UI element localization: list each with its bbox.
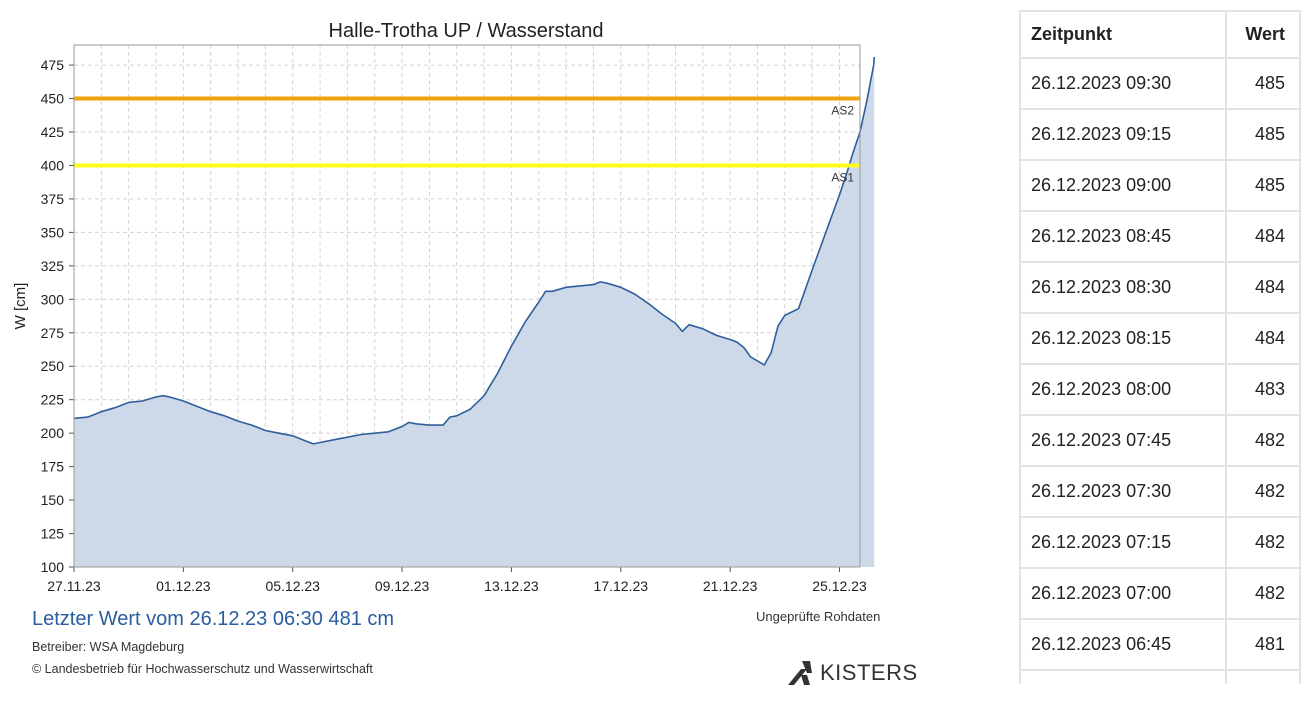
cell-value: 484: [1227, 314, 1301, 365]
y-tick-label: 125: [41, 526, 65, 542]
y-tick-label: 150: [41, 492, 65, 508]
cell-time: 26.12.2023 06:45: [1019, 620, 1227, 671]
table-row: 26.12.2023 09:00 485: [1019, 161, 1301, 212]
cell-value: 484: [1227, 263, 1301, 314]
y-tick-label: 475: [41, 57, 65, 73]
cell-value: 483: [1227, 365, 1301, 416]
y-tick-label: 175: [41, 459, 65, 475]
y-tick-label: 350: [41, 224, 65, 240]
y-axis-label: W [cm]: [12, 283, 29, 330]
copyright-text: © Landesbetrieb für Hochwasserschutz und…: [32, 662, 373, 676]
y-tick-label: 425: [41, 124, 65, 140]
plot-area: 100 125 150 175 200 225 250 275 300 325 350 375 400 4…: [41, 44, 875, 594]
cell-value: 485: [1227, 161, 1301, 212]
table-row: 26.12.2023 08:15 484: [1019, 314, 1301, 365]
table-row: 26.12.2023 09:15 485: [1019, 110, 1301, 161]
table-row: 26.12.2023 07:15 482: [1019, 518, 1301, 569]
cell-value: 484: [1227, 212, 1301, 263]
cell-time: 26.12.2023 09:00: [1019, 161, 1227, 212]
cell-time: 26.12.2023 08:45: [1019, 212, 1227, 263]
x-tick-label: 17.12.23: [594, 578, 649, 594]
water-level-chart: Halle-Trotha UP / Wasserstand 1001251501…: [12, 20, 875, 594]
threshold-label-as2: AS2: [831, 104, 854, 118]
cell-time: 26.12.2023 08:00: [1019, 365, 1227, 416]
cell-value: 482: [1227, 518, 1301, 569]
y-tick-label: 225: [41, 392, 65, 408]
y-tick-label: 200: [41, 425, 65, 441]
cell-time: 26.12.2023 07:45: [1019, 416, 1227, 467]
operator-text: Betreiber: WSA Magdeburg: [32, 640, 185, 654]
cell-value: 482: [1227, 467, 1301, 518]
cell-time: 26.12.2023 07:00: [1019, 569, 1227, 620]
y-tick-label: 100: [41, 559, 65, 575]
kisters-logo: KISTERS: [788, 660, 918, 686]
table-row: 26.12.2023 07:00 482: [1019, 569, 1301, 620]
y-tick-label: 250: [41, 358, 65, 374]
x-tick-label: 01.12.23: [156, 578, 211, 594]
kisters-mark-icon: [788, 661, 812, 685]
x-tick-label: 21.12.23: [703, 578, 758, 594]
cell-time: 26.12.2023 07:30: [1019, 467, 1227, 518]
raw-data-note: Ungeprüfte Rohdaten: [756, 609, 881, 624]
column-header-time: Zeitpunkt: [1019, 10, 1227, 59]
y-tick-label: 300: [41, 291, 65, 307]
latest-value-text: Letzter Wert vom 26.12.23 06:30 481 cm: [32, 608, 395, 630]
cell-time: 26.12.2023 09:15: [1019, 110, 1227, 161]
series-line: [73, 56, 875, 445]
table-row: 26.12.2023 08:00 483: [1019, 365, 1301, 416]
table-row: 26.12.2023 06:45 481: [1019, 620, 1301, 671]
series-area: [74, 57, 875, 567]
chart-panel: Halle-Trotha UP / Wasserstand 100 125 150 1…: [12, 20, 917, 685]
brand-name: KISTERS: [820, 660, 918, 685]
cell-value: 482: [1227, 416, 1301, 467]
cell-time: 26.12.2023 08:15: [1019, 314, 1227, 365]
table-row: 26.12.2023 09:30 485: [1019, 59, 1301, 110]
x-tick-label: 27.11.23: [47, 578, 101, 594]
cell-time: 26.12.2023 08:30: [1019, 263, 1227, 314]
table-row: [1019, 671, 1301, 684]
values-table: Zeitpunkt Wert 26.12.2023 09:30 485 26.12.…: [1019, 10, 1301, 684]
y-tick-label: 450: [41, 91, 65, 107]
cell-value: 481: [1227, 620, 1301, 671]
plot-frame: [73, 44, 861, 568]
threshold-label-as1: AS1: [831, 170, 854, 184]
cell-value: 485: [1227, 59, 1301, 110]
cell-time: 26.12.2023 07:15: [1019, 518, 1227, 569]
y-tick-label: 375: [41, 191, 65, 207]
y-tick-label: 325: [41, 258, 65, 274]
column-header-value: Wert: [1227, 10, 1301, 59]
table-row: 26.12.2023 08:30 484: [1019, 263, 1301, 314]
table-row: 26.12.2023 08:45 484: [1019, 212, 1301, 263]
y-tick-label: 275: [41, 325, 65, 341]
cell-time: 26.12.2023 09:30: [1019, 59, 1227, 110]
table-row: 26.12.2023 07:45 482: [1019, 416, 1301, 467]
cell-value: 485: [1227, 110, 1301, 161]
cell-time: [1019, 671, 1227, 684]
cell-value: [1227, 671, 1301, 684]
chart-title: Halle-Trotha UP / Wasserstand: [329, 20, 604, 42]
values-table-panel: Zeitpunkt Wert 26.12.2023 09:30 485 26.12.…: [1019, 10, 1301, 684]
x-tick-label: 09.12.23: [375, 578, 430, 594]
x-tick-label: 25.12.23: [812, 578, 867, 594]
table-row: 26.12.2023 07:30 482: [1019, 467, 1301, 518]
y-tick-label: 400: [41, 157, 65, 173]
cell-value: 482: [1227, 569, 1301, 620]
table-header-row: Zeitpunkt Wert: [1019, 10, 1301, 59]
x-tick-label: 13.12.23: [484, 578, 539, 594]
x-tick-label: 05.12.23: [265, 578, 320, 594]
